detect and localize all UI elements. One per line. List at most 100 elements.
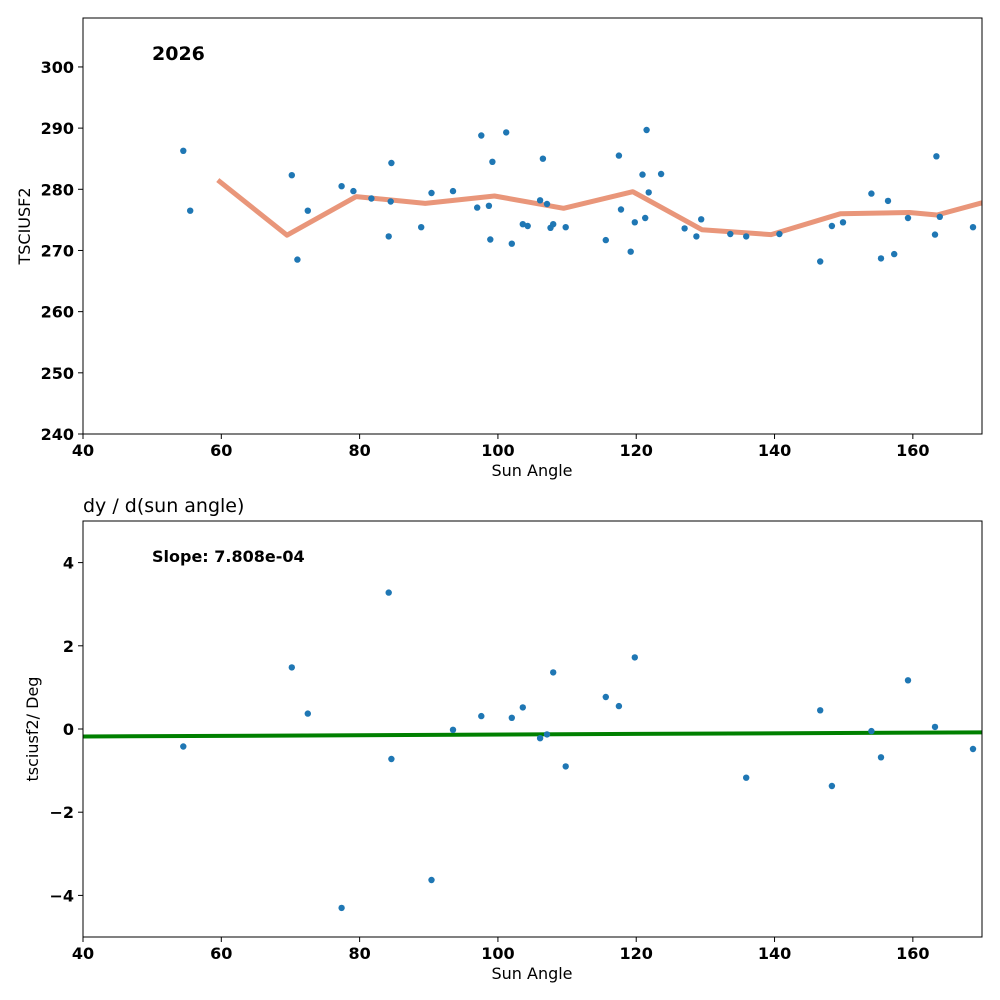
top-x-tick-label: 40 — [72, 441, 94, 460]
data-point — [631, 654, 638, 661]
data-point — [639, 171, 646, 178]
data-point — [304, 207, 311, 214]
data-point — [294, 256, 301, 263]
data-point — [187, 207, 194, 214]
data-point — [839, 219, 847, 226]
data-point — [550, 221, 557, 228]
slope-annotation: Slope: 7.808e-04 — [152, 547, 305, 566]
data-point — [508, 714, 515, 721]
top-x-tick-label: 140 — [758, 441, 791, 460]
top-y-tick-label: 300 — [41, 58, 74, 77]
top-plot-area — [83, 18, 982, 434]
data-point — [418, 224, 425, 231]
data-point — [631, 219, 638, 226]
data-point — [868, 727, 875, 735]
data-point — [891, 250, 898, 258]
top-y-tick-label: 260 — [41, 303, 74, 322]
data-point — [350, 187, 357, 195]
data-point — [698, 216, 705, 223]
data-point — [508, 240, 515, 247]
bottom-y-tick-label: 2 — [63, 637, 74, 656]
data-point — [884, 197, 892, 205]
data-point — [931, 231, 939, 238]
data-point — [904, 677, 912, 684]
data-point — [868, 190, 875, 197]
data-point — [388, 755, 395, 763]
data-point — [828, 222, 836, 230]
data-point — [288, 172, 295, 179]
bottom-x-tick-label: 100 — [481, 944, 514, 963]
data-point — [387, 198, 394, 205]
bottom-points-layer — [180, 589, 977, 912]
top-x-tick-label: 160 — [896, 441, 929, 460]
bottom-x-tick-label: 160 — [896, 944, 929, 963]
top-chart-panel: 40 60 80 100 120 140 160 240 250 260 270 280 290 300… — [15, 17, 983, 480]
data-point — [617, 206, 625, 213]
bottom-y-tick-label: 4 — [63, 554, 74, 573]
data-point — [969, 745, 977, 753]
data-point — [519, 221, 526, 228]
data-point — [385, 233, 392, 240]
data-point — [485, 202, 493, 209]
top-x-tick-label: 60 — [210, 441, 232, 460]
top-x-axis-label: Sun Angle — [491, 461, 572, 480]
data-point — [817, 258, 824, 265]
data-point — [776, 230, 783, 238]
data-point — [877, 255, 885, 262]
data-point — [536, 197, 544, 204]
data-point — [449, 726, 457, 733]
data-point — [449, 187, 457, 195]
bottom-y-tick-label: −4 — [49, 886, 74, 905]
top-line-layer — [216, 178, 983, 238]
bottom-x-axis-label: Sun Angle — [491, 964, 572, 983]
top-y-tick-label: 280 — [41, 180, 74, 199]
data-point — [969, 224, 977, 231]
data-point — [657, 170, 665, 178]
data-point — [388, 159, 395, 167]
data-point — [524, 222, 531, 230]
bottom-chart-panel: dy / d(sun angle) 40 60 80 100 120 140 160 −4−… — [23, 495, 983, 983]
top-y-tick-label: 250 — [41, 364, 74, 383]
bottom-chart-title: dy / d(sun angle) — [83, 495, 244, 517]
data-point — [931, 723, 939, 731]
top-year-annotation: 2026 — [152, 43, 205, 65]
top-points-layer — [180, 126, 977, 265]
data-point — [368, 195, 375, 202]
data-point — [877, 754, 885, 761]
data-point — [743, 774, 750, 781]
data-point — [519, 704, 526, 711]
data-point — [550, 669, 557, 676]
bottom-x-ticks: 40 60 80 100 120 140 160 — [72, 937, 930, 963]
data-point — [936, 213, 943, 220]
data-point — [627, 248, 634, 255]
bottom-y-ticks: −4 −2 0 2 4 — [49, 554, 83, 905]
data-point — [562, 763, 569, 770]
top-x-ticks: 40 60 80 100 120 140 160 — [72, 434, 930, 460]
slope-fit-line — [82, 730, 983, 739]
bottom-x-tick-label: 80 — [348, 944, 370, 963]
top-y-tick-label: 270 — [41, 241, 74, 260]
data-point — [487, 236, 494, 243]
data-point — [489, 158, 496, 165]
data-point — [338, 183, 345, 190]
data-point — [543, 731, 551, 738]
data-point — [543, 200, 551, 208]
data-point — [602, 236, 609, 244]
data-point — [817, 707, 824, 714]
data-point — [428, 189, 435, 197]
data-point — [180, 147, 187, 154]
data-point — [304, 710, 311, 717]
data-point — [428, 876, 435, 884]
top-plot-frame — [82, 17, 983, 435]
data-point — [478, 132, 485, 139]
data-point — [478, 712, 485, 720]
bottom-x-tick-label: 60 — [210, 944, 232, 963]
top-y-ticks: 240 250 260 270 280 290 300 — [41, 58, 83, 444]
data-point — [180, 743, 187, 750]
data-point — [338, 904, 345, 912]
data-point — [536, 735, 544, 742]
top-y-tick-label: 290 — [41, 119, 74, 138]
data-point — [615, 152, 623, 159]
bottom-x-tick-label: 40 — [72, 944, 94, 963]
